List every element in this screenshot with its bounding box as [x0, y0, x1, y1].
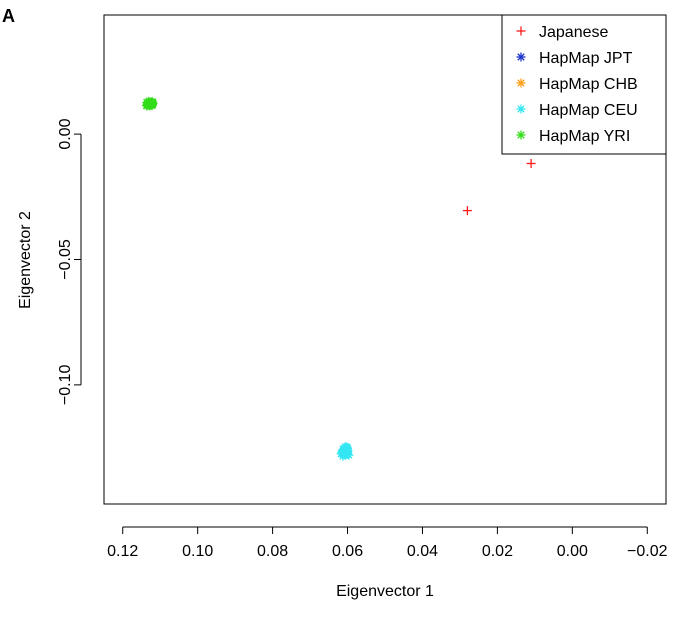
panel-label: A: [2, 6, 15, 26]
legend-label-hapmap-yri: HapMap YRI: [539, 128, 630, 145]
legend-marker-hapmap-yri: [516, 130, 526, 140]
y-axis: 0.00 −0.05 −0.10: [57, 118, 82, 406]
legend: Japanese HapMap JPT HapMap CHB HapMap CEU Ha…: [501, 14, 667, 155]
x-tick-label: 0.12: [107, 543, 138, 560]
y-axis-label: Eigenvector 2: [17, 211, 34, 309]
y-tick-label: −0.05: [57, 239, 74, 280]
hapmap-ceu-point: [342, 447, 352, 457]
y-tick-label: 0.00: [57, 118, 74, 149]
legend-label-hapmap-ceu: HapMap CEU: [539, 102, 638, 119]
plot-frame: [103, 14, 667, 505]
legend-marker-hapmap-jpt: [516, 52, 526, 62]
x-tick-label: 0.00: [557, 543, 588, 560]
y-tick-label: −0.10: [57, 365, 74, 406]
legend-label-hapmap-chb: HapMap CHB: [539, 76, 638, 93]
japanese-point: [462, 206, 472, 216]
legend-box: [501, 14, 667, 155]
x-tick-label: 0.06: [332, 543, 363, 560]
x-axis: 0.12 0.10 0.08 0.06 0.04 0.02 0.00 −0.02: [107, 526, 668, 560]
x-tick-label: 0.04: [407, 543, 438, 560]
x-axis-label: Eigenvector 1: [336, 583, 434, 600]
japanese-point: [526, 159, 536, 168]
legend-marker-japanese: [516, 26, 526, 36]
legend-label-hapmap-jpt: HapMap JPT: [539, 50, 633, 67]
hapmap-yri-point: [148, 98, 158, 108]
x-tick-label: 0.08: [257, 543, 288, 560]
x-tick-label: 0.10: [182, 543, 213, 560]
legend-marker-hapmap-chb: [516, 78, 526, 88]
x-tick-label: 0.02: [482, 543, 513, 560]
legend-label-japanese: Japanese: [539, 24, 608, 41]
legend-marker-hapmap-ceu: [516, 104, 526, 114]
x-tick-label: −0.02: [627, 543, 668, 560]
